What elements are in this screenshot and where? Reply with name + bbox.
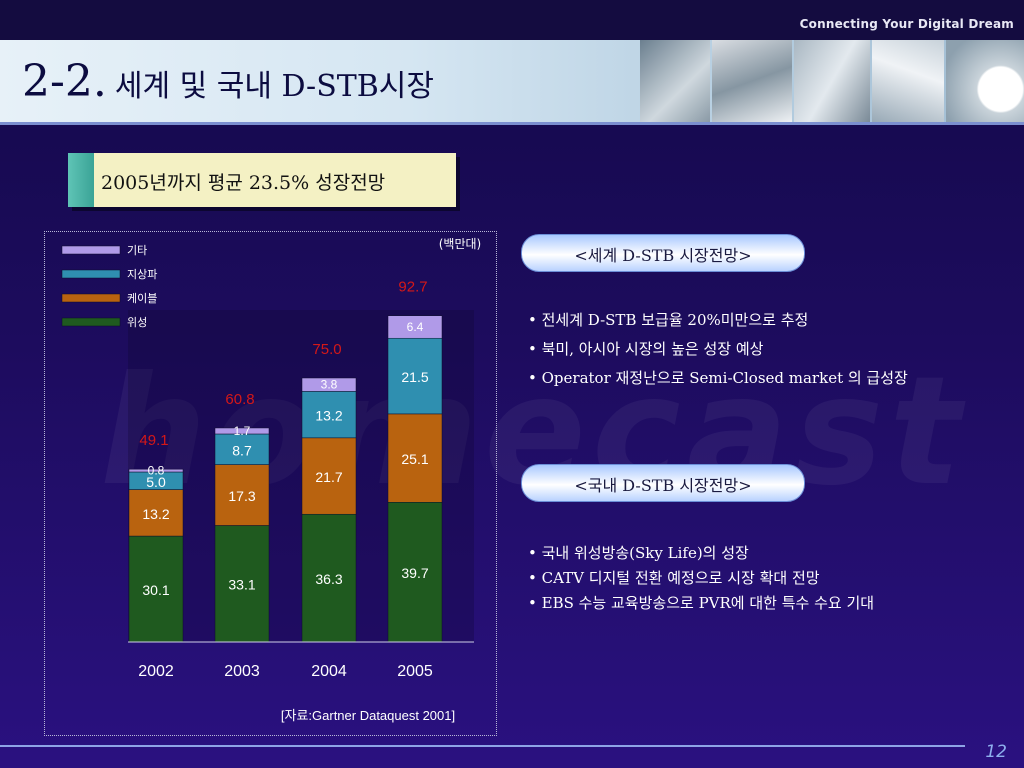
data-label-지상파-2004: 13.2 xyxy=(315,408,342,424)
x-tick-label-2003: 2003 xyxy=(224,663,260,680)
domestic-bullet-2: • CATV 디지털 전환 예정으로 시장 확대 전망 xyxy=(528,569,820,587)
total-label-2005: 92.7 xyxy=(398,279,427,296)
legend-swatch-케이블 xyxy=(61,293,121,303)
world-bullet-1: • 전세계 D-STB 보급율 20%미만으로 추정 xyxy=(528,311,809,329)
data-label-기타-2004: 3.8 xyxy=(321,378,338,392)
title-text: 세계 및 국내 D-STB시장 xyxy=(114,69,435,104)
data-label-지상파-2003: 8.7 xyxy=(232,442,252,458)
top-bar: Connecting Your Digital Dream xyxy=(0,0,1024,40)
bar-위성-2005 xyxy=(387,502,443,643)
world-bullet-3: • Operator 재정난으로 Semi-Closed market 의 급성… xyxy=(528,369,908,387)
bar-지상파-2003 xyxy=(214,433,270,465)
page-title: 2-2. 세계 및 국내 D-STB시장 xyxy=(22,56,434,107)
data-label-케이블-2005: 25.1 xyxy=(401,451,428,467)
data-label-지상파-2005: 21.5 xyxy=(401,369,428,385)
bar-기타-2003 xyxy=(214,427,270,435)
data-label-기타-2002: 0.8 xyxy=(148,464,165,478)
subtitle-box: 2005년까지 평균 23.5% 성장전망 xyxy=(68,153,456,207)
bar-케이블-2005 xyxy=(387,413,443,503)
world-market-heading: <세계 D-STB 시장전망> xyxy=(521,234,805,272)
total-label-2003: 60.8 xyxy=(225,391,254,408)
legend-label-지상파: 지상파 xyxy=(127,268,157,281)
legend-swatch-기타 xyxy=(61,245,121,255)
legend-swatch-위성 xyxy=(61,317,121,327)
domestic-bullet-1: • 국내 위성방송(Sky Life)의 성장 xyxy=(528,544,749,562)
data-label-지상파-2002: 5.0 xyxy=(146,474,166,490)
total-label-2004: 75.0 xyxy=(312,341,341,358)
data-label-케이블-2004: 21.7 xyxy=(315,469,342,485)
bar-케이블-2003 xyxy=(214,464,270,526)
total-label-2002: 49.1 xyxy=(139,432,168,449)
source-label: [자료:Gartner Dataquest 2001] xyxy=(281,708,455,723)
header-divider xyxy=(0,122,1024,125)
data-label-기타-2003: 1.7 xyxy=(234,424,251,438)
device-photo xyxy=(872,40,944,122)
city-photo xyxy=(640,40,710,122)
data-label-기타-2005: 6.4 xyxy=(407,320,424,334)
footer-divider xyxy=(0,745,965,747)
bar-케이블-2004 xyxy=(301,437,357,515)
subtitle-text: 2005년까지 평균 23.5% 성장전망 xyxy=(101,172,386,194)
domestic-bullets: • 국내 위성방송(Sky Life)의 성장 • CATV 디지털 전환 예정… xyxy=(528,541,874,616)
bar-기타-2002 xyxy=(128,468,184,473)
chart-frame xyxy=(44,231,497,736)
data-label-위성-2005: 39.7 xyxy=(401,565,428,581)
unit-label: (백만대) xyxy=(439,237,481,251)
keyboard-photo xyxy=(712,40,792,122)
satellite-dish-photo xyxy=(946,40,1024,122)
world-bullet-2: • 북미, 아시아 시장의 높은 성장 예상 xyxy=(528,340,764,358)
data-label-위성-2002: 30.1 xyxy=(142,582,169,598)
legend-swatch-지상파 xyxy=(61,269,121,279)
legend-label-기타: 기타 xyxy=(127,244,147,257)
domestic-heading-text: <국내 D-STB 시장전망> xyxy=(574,476,752,495)
tagline: Connecting Your Digital Dream xyxy=(799,17,1014,31)
data-label-위성-2003: 33.1 xyxy=(228,577,255,593)
data-label-케이블-2003: 17.3 xyxy=(228,488,255,504)
bar-지상파-2005 xyxy=(387,337,443,415)
bar-기타-2005 xyxy=(387,315,443,339)
bar-위성-2002 xyxy=(128,535,184,643)
subtitle-accent xyxy=(68,153,94,207)
bar-케이블-2002 xyxy=(128,489,184,537)
domestic-market-heading: <국내 D-STB 시장전망> xyxy=(521,464,805,502)
x-tick-label-2002: 2002 xyxy=(138,663,174,680)
bar-위성-2004 xyxy=(301,513,357,643)
bar-기타-2004 xyxy=(301,377,357,392)
bar-지상파-2004 xyxy=(301,391,357,439)
world-bullets: • 전세계 D-STB 보급율 20%미만으로 추정 • 북미, 아시아 시장의… xyxy=(528,306,908,393)
data-label-케이블-2002: 13.2 xyxy=(142,506,169,522)
header-photo-strip xyxy=(640,40,1024,122)
legend-label-케이블: 케이블 xyxy=(127,292,157,305)
title-number: 2-2. xyxy=(22,56,107,107)
domestic-bullet-3: • EBS 수능 교육방송으로 PVR에 대한 특수 수요 기대 xyxy=(528,594,875,612)
data-label-위성-2004: 36.3 xyxy=(315,571,342,587)
world-heading-text: <세계 D-STB 시장전망> xyxy=(574,246,752,265)
page-number: 12 xyxy=(985,742,1007,762)
x-tick-label-2004: 2004 xyxy=(311,663,347,680)
legend-label-위성: 위성 xyxy=(127,316,147,329)
hands-photo xyxy=(794,40,870,122)
x-tick-label-2005: 2005 xyxy=(397,663,433,680)
